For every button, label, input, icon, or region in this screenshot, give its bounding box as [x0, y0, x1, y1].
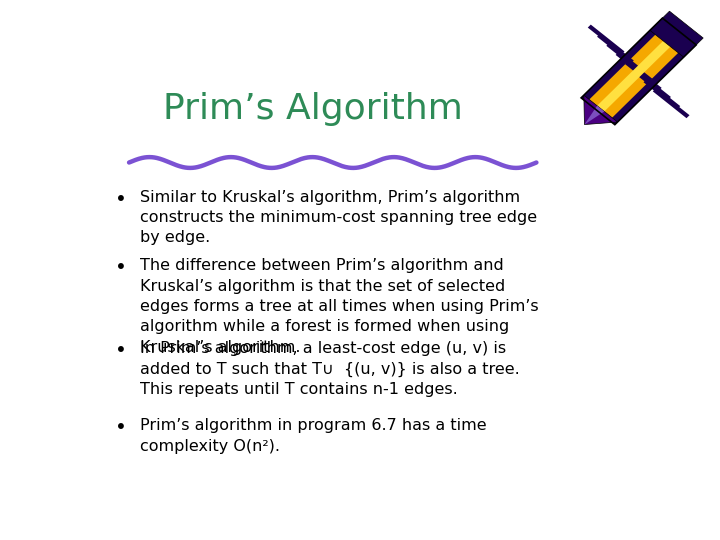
- Polygon shape: [653, 89, 690, 118]
- Text: •: •: [115, 190, 127, 208]
- Polygon shape: [606, 43, 643, 72]
- Text: In Prim’s algorithm, a least-cost edge (u, v) is
added to T such that T∪  {(u, v: In Prim’s algorithm, a least-cost edge (…: [140, 341, 520, 397]
- Text: •: •: [115, 418, 127, 437]
- Polygon shape: [597, 33, 634, 64]
- Text: The difference between Prim’s algorithm and
Kruskal’s algorithm is that the set : The difference between Prim’s algorithm …: [140, 258, 539, 355]
- Text: Prim’s Algorithm: Prim’s Algorithm: [163, 92, 463, 126]
- Polygon shape: [585, 106, 604, 125]
- Polygon shape: [588, 25, 624, 55]
- Polygon shape: [595, 29, 683, 113]
- Text: Prim’s algorithm in program 6.7 has a time
complexity O(n²).: Prim’s algorithm in program 6.7 has a ti…: [140, 418, 487, 454]
- Polygon shape: [584, 95, 618, 125]
- Polygon shape: [634, 70, 671, 100]
- Polygon shape: [644, 79, 680, 109]
- Polygon shape: [625, 61, 662, 91]
- Polygon shape: [587, 23, 690, 120]
- Text: •: •: [115, 258, 127, 277]
- Polygon shape: [650, 11, 703, 57]
- Polygon shape: [581, 18, 696, 125]
- Polygon shape: [616, 52, 652, 82]
- Text: Similar to Kruskal’s algorithm, Prim’s algorithm
constructs the minimum-cost spa: Similar to Kruskal’s algorithm, Prim’s a…: [140, 190, 537, 245]
- Text: •: •: [115, 341, 127, 360]
